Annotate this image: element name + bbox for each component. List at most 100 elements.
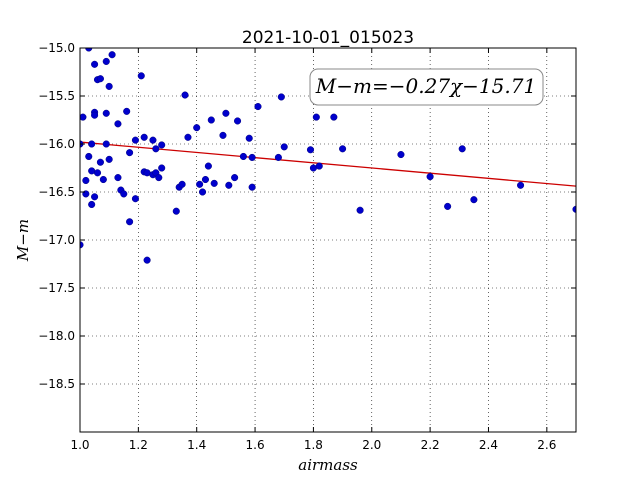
fit-layer	[79, 141, 577, 187]
data-point	[99, 175, 107, 184]
data-point	[330, 113, 338, 121]
fit-line	[79, 141, 577, 187]
data-point	[210, 179, 218, 187]
y-tick-label: −17.0	[38, 233, 75, 247]
data-point	[234, 117, 242, 125]
data-point	[356, 206, 364, 214]
data-point	[82, 176, 90, 185]
data-point	[207, 116, 215, 124]
data-point	[426, 173, 434, 181]
data-point	[339, 145, 347, 153]
data-point	[222, 109, 230, 117]
y-tick-label: −16.0	[38, 137, 75, 151]
y-tick-label: −15.0	[38, 41, 75, 55]
data-point	[231, 174, 239, 182]
data-point	[149, 136, 157, 144]
data-point	[102, 109, 110, 117]
x-tick-label: 1.4	[187, 438, 206, 452]
data-point	[93, 169, 102, 177]
data-point	[96, 75, 104, 83]
data-point	[201, 175, 210, 184]
data-point	[105, 82, 113, 90]
data-point	[96, 158, 104, 166]
data-point	[225, 181, 233, 189]
data-point	[219, 131, 227, 139]
data-point	[91, 111, 99, 119]
data-point	[114, 120, 122, 128]
data-point	[254, 103, 262, 111]
x-tick-label: 1.8	[304, 438, 323, 452]
data-point	[137, 72, 145, 80]
data-point	[178, 180, 186, 188]
data-point	[517, 181, 525, 189]
chart-title: 2021-10-01_015023	[242, 28, 414, 48]
data-point	[91, 60, 99, 68]
data-point	[123, 107, 131, 115]
data-point	[126, 218, 134, 226]
y-tick-label: −15.5	[38, 89, 75, 103]
grid-layer	[79, 47, 576, 432]
data-point	[470, 196, 478, 204]
data-point	[196, 180, 204, 188]
data-point	[108, 51, 116, 59]
x-tick-label: 2.2	[421, 438, 440, 452]
data-point	[280, 143, 288, 151]
data-point	[158, 164, 166, 172]
data-point	[193, 124, 201, 132]
data-point	[248, 183, 256, 191]
data-point	[88, 140, 96, 148]
x-tick-label: 1.6	[246, 438, 265, 452]
data-point	[80, 241, 84, 249]
data-point	[277, 93, 285, 101]
y-tick-label: −18.0	[38, 329, 75, 343]
data-point	[102, 57, 110, 65]
data-point	[172, 207, 180, 215]
data-point	[248, 153, 256, 161]
data-point	[184, 133, 192, 141]
data-point	[85, 152, 93, 161]
data-point	[102, 140, 110, 148]
data-point	[140, 133, 148, 141]
x-tick-label: 2.4	[479, 438, 498, 452]
data-point	[88, 200, 96, 209]
data-point	[306, 146, 315, 154]
data-point	[239, 152, 247, 161]
data-point	[315, 162, 323, 170]
x-tick-label: 2.6	[537, 438, 556, 452]
data-point	[155, 174, 163, 182]
ticks-layer: 1.0 1.2 1.4 1.6 1.8 2.0 2.2 2.4 2.6 −15.0 −15.5 −16…	[38, 41, 576, 452]
x-tick-label: 1.0	[70, 438, 89, 452]
y-tick-label: −17.5	[38, 281, 75, 295]
data-point	[158, 141, 166, 149]
x-tick-label: 2.0	[362, 438, 381, 452]
data-point	[572, 205, 576, 213]
y-tick-label: −18.5	[38, 377, 75, 391]
x-axis-label: airmass	[298, 456, 358, 474]
data-point	[114, 174, 122, 182]
data-point	[204, 162, 212, 170]
y-axis-label: M−m	[14, 219, 32, 262]
fit-annotation-box: M−m=−0.27χ−15.71	[309, 68, 544, 106]
data-point	[143, 256, 151, 264]
data-point	[91, 193, 99, 201]
data-point	[80, 113, 87, 121]
y-tick-label: −16.5	[38, 185, 75, 199]
data-point	[105, 155, 113, 163]
data-point	[245, 134, 253, 142]
data-point	[198, 188, 207, 196]
data-point	[181, 91, 189, 99]
data-point	[444, 202, 452, 210]
data-point	[131, 195, 139, 203]
x-tick-label: 1.2	[129, 438, 148, 452]
fit-equation: M−m=−0.27χ−15.71	[315, 74, 536, 98]
data-point	[458, 145, 466, 153]
data-point	[312, 113, 320, 121]
data-point	[152, 145, 160, 153]
annotation-frame	[309, 68, 544, 106]
data-point	[397, 151, 405, 159]
data-point	[274, 153, 282, 161]
data-point	[120, 190, 128, 198]
data-point	[131, 136, 139, 144]
